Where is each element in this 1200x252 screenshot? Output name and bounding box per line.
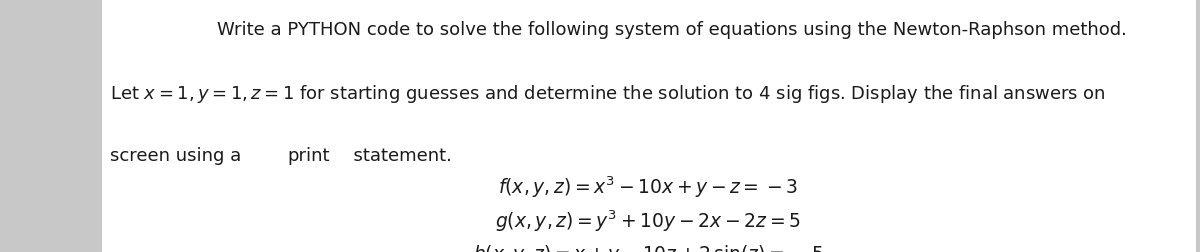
Text: print: print <box>287 146 330 164</box>
Text: $h(x, y, z) = x + y - 10z + 2\,\mathrm{sin}(z) = -5$: $h(x, y, z) = x + y - 10z + 2\,\mathrm{s… <box>473 242 823 252</box>
FancyBboxPatch shape <box>102 0 1196 252</box>
Text: Write a PYTHON code to solve the following system of equations using the Newton-: Write a PYTHON code to solve the followi… <box>217 21 1127 39</box>
Text: screen using a: screen using a <box>110 146 247 164</box>
Text: Let $x = 1, y = 1, z = 1$ for starting guesses and determine the solution to 4 s: Let $x = 1, y = 1, z = 1$ for starting g… <box>110 83 1106 105</box>
Text: statement.: statement. <box>342 146 452 164</box>
Text: $f(x, y, z) = x^3 - 10x + y - z = -3$: $f(x, y, z) = x^3 - 10x + y - z = -3$ <box>498 174 798 199</box>
Text: $g(x, y, z) = y^3 + 10y - 2x - 2z = 5$: $g(x, y, z) = y^3 + 10y - 2x - 2z = 5$ <box>496 208 800 233</box>
